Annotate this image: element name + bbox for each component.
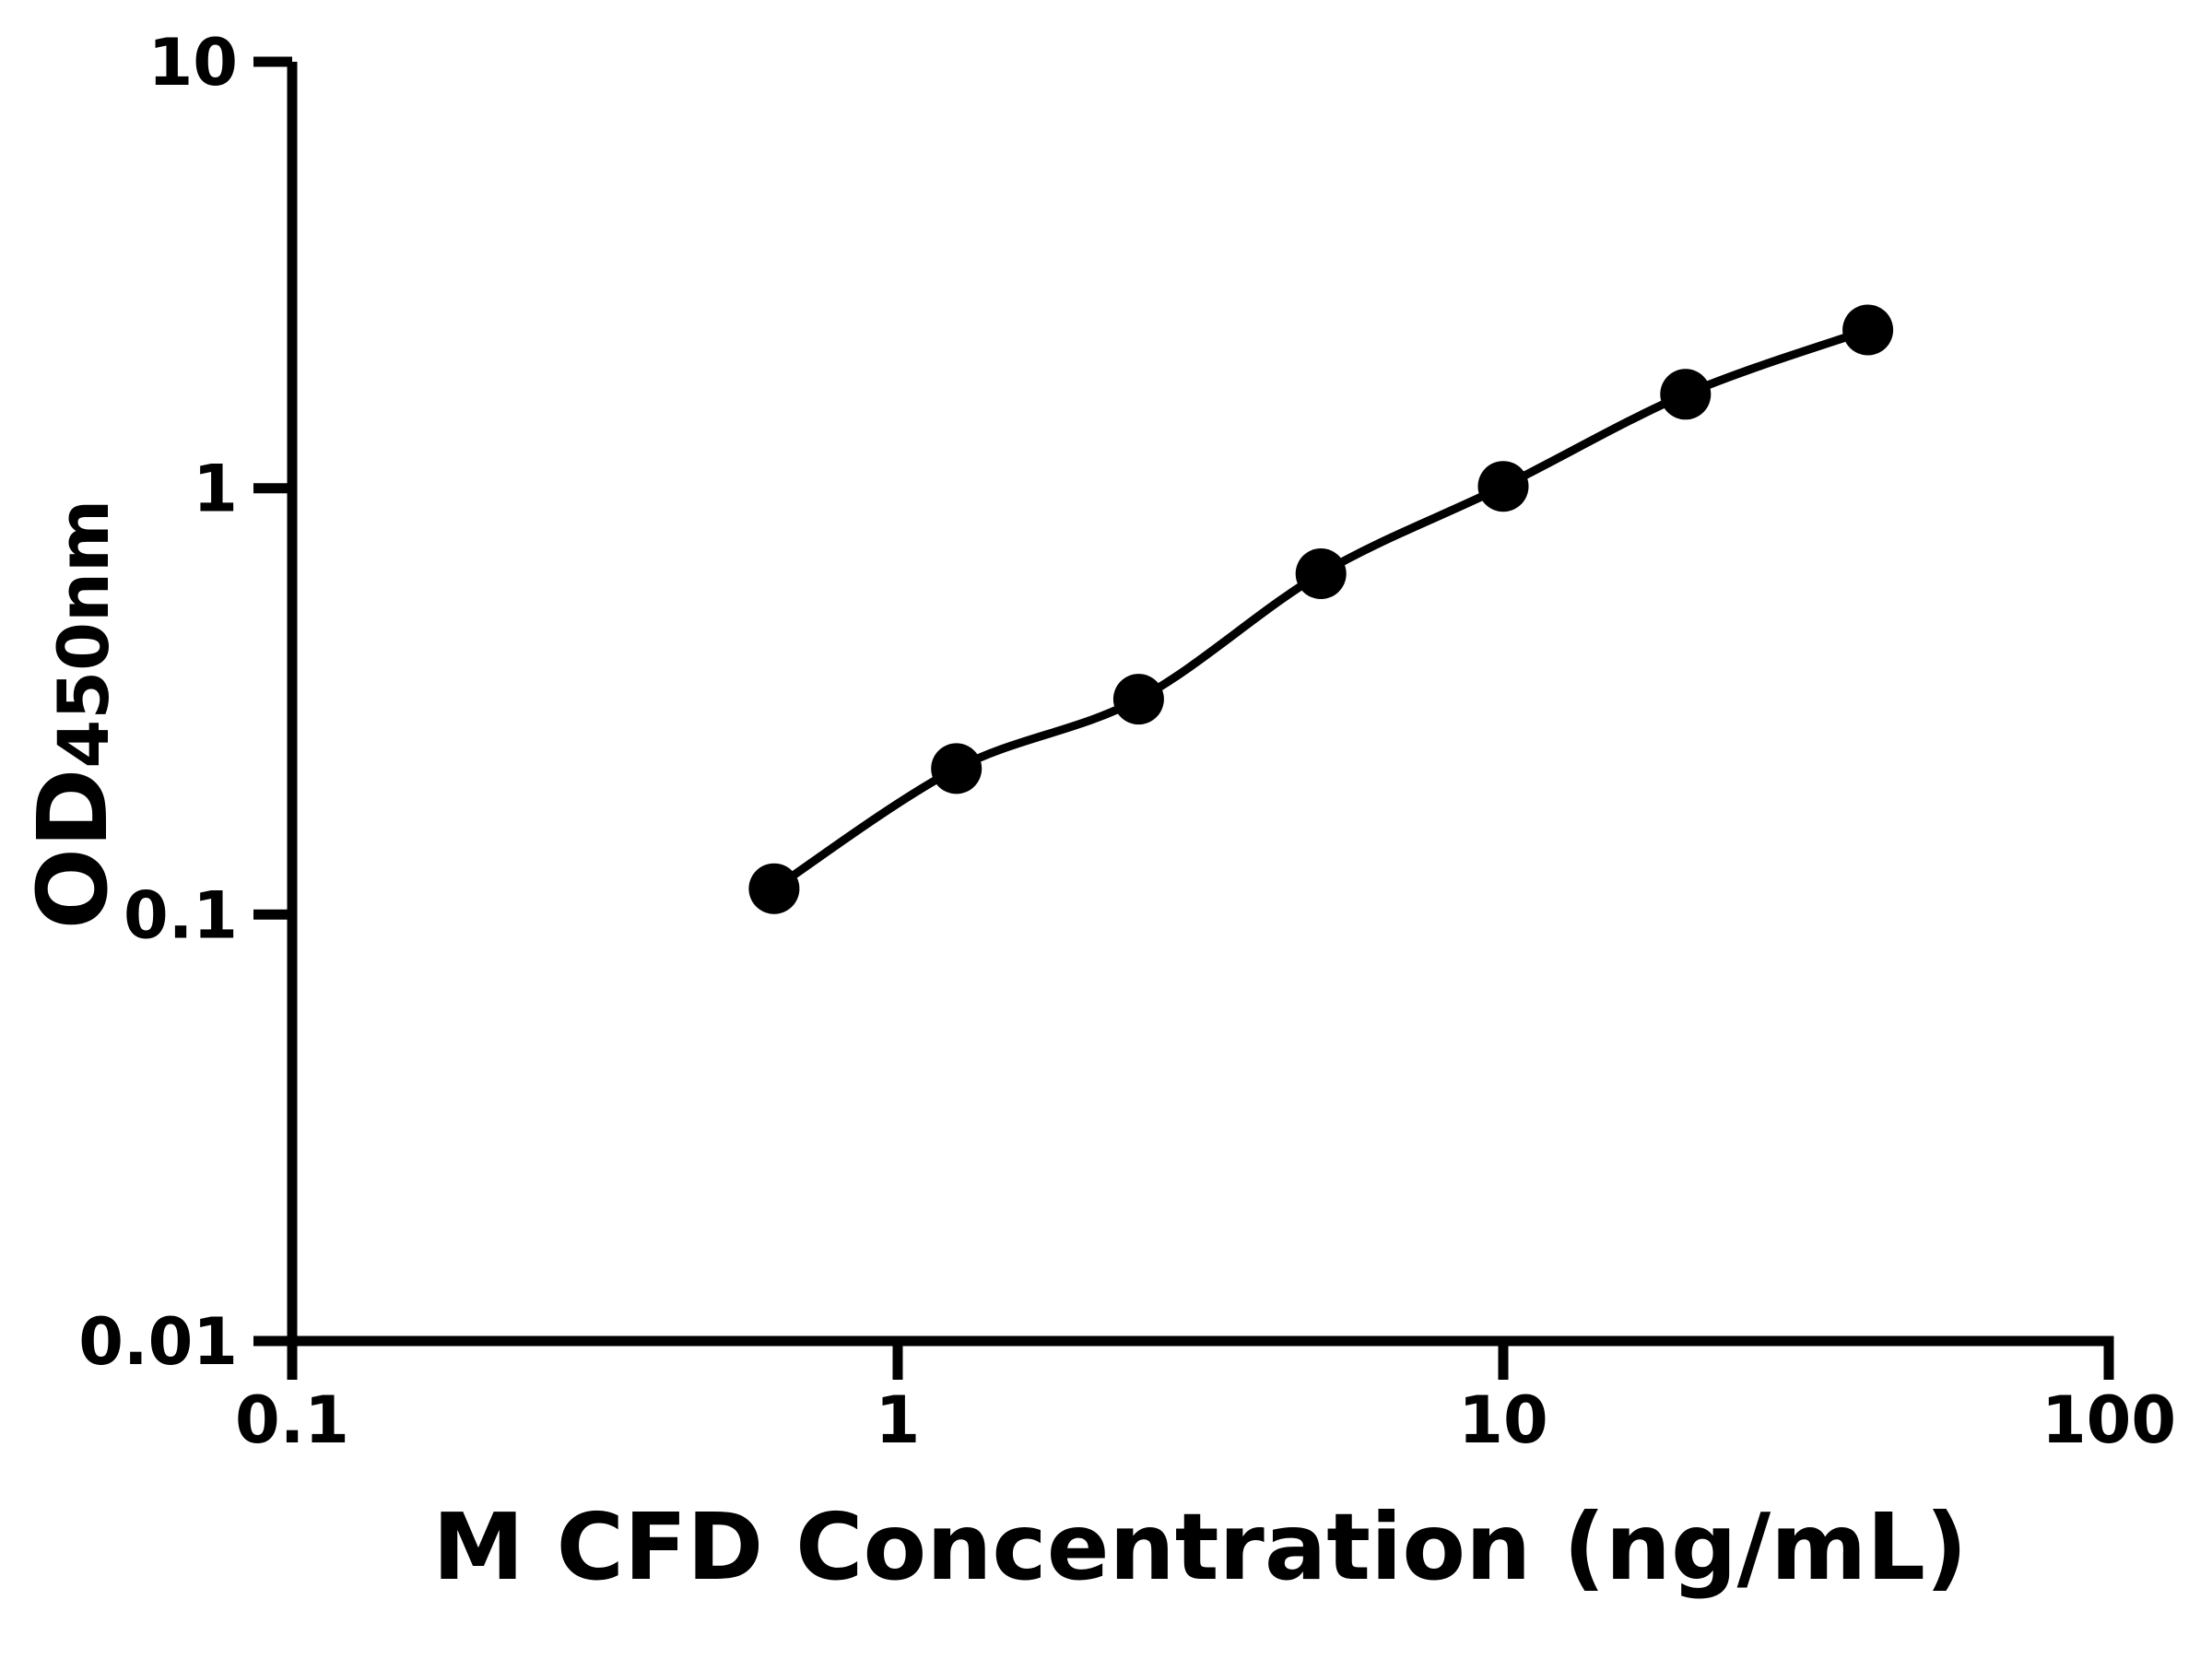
x-tick-label: 1 [876, 1382, 921, 1458]
data-point-marker [1112, 674, 1164, 725]
x-tick-label: 10 [1458, 1382, 1547, 1458]
axis-ticks [253, 56, 2114, 1380]
y-axis-title: OD450nm [17, 500, 129, 930]
data-point-marker [1660, 369, 1712, 420]
x-tick-label: 100 [2041, 1382, 2176, 1458]
y-tick-label: 10 [148, 25, 238, 100]
x-tick-label: 0.1 [235, 1382, 349, 1458]
y-tick-label: 0.01 [78, 1304, 238, 1380]
data-point-marker [931, 743, 982, 794]
axes [287, 62, 2114, 1347]
y-axis-title-main: OD [17, 769, 129, 930]
data-point-marker [1842, 304, 1894, 356]
axis-spines [287, 62, 2114, 1347]
data-series [748, 304, 1894, 914]
data-point-marker [1477, 461, 1529, 512]
data-point-marker [748, 863, 800, 914]
x-axis-title: M CFD Concentration (ng/mL) [432, 1493, 1967, 1601]
standard-curve-line [771, 325, 1870, 892]
data-point-marker [1295, 548, 1347, 599]
y-tick-label: 0.1 [124, 877, 238, 953]
y-axis-title-subscript: 450nm [42, 500, 124, 769]
y-tick-label: 1 [193, 452, 238, 527]
axis-titles: M CFD Concentration (ng/mL) OD450nm [17, 500, 1968, 1601]
